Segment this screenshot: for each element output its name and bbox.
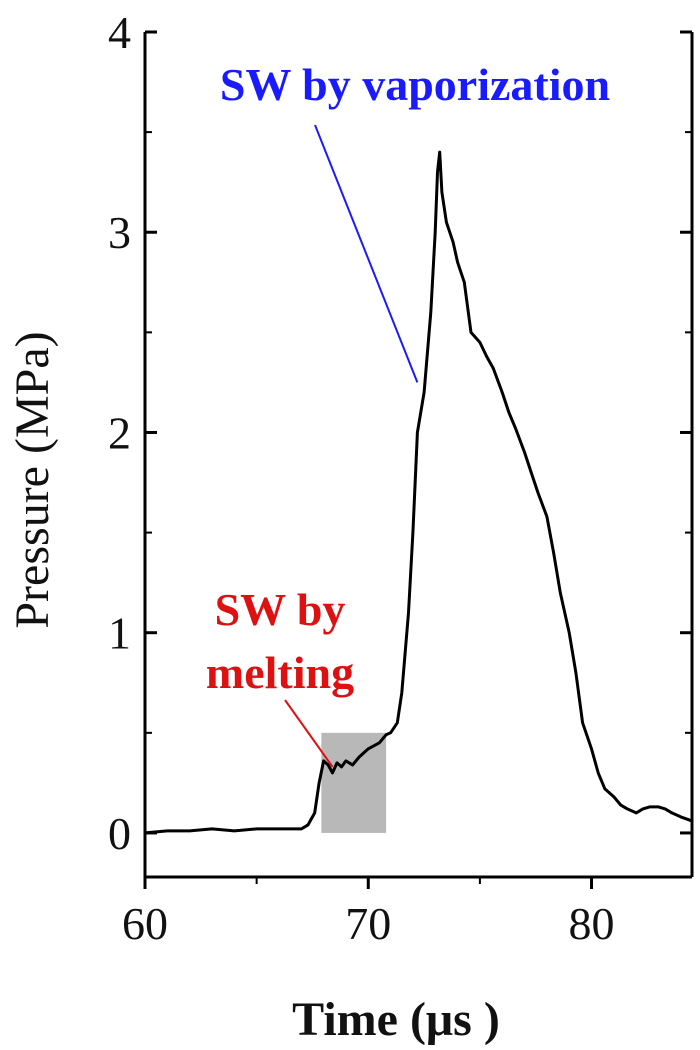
melting-pointer	[284, 699, 334, 768]
y-tick-label: 4	[108, 7, 131, 58]
y-axis-title: Pressure (MPa)	[6, 331, 59, 628]
melting-annotation-line2: melting	[206, 647, 354, 698]
x-axis-title: Time (μs )	[292, 993, 500, 1046]
x-tick-label: 70	[345, 898, 391, 949]
melting-highlight-box	[321, 732, 387, 833]
y-tick-label: 2	[108, 407, 131, 458]
y-tick-label: 3	[108, 207, 131, 258]
melting-annotation-line1: SW by	[215, 584, 346, 635]
y-tick-label: 1	[108, 608, 131, 659]
vaporization-annotation: SW by vaporization	[220, 59, 610, 110]
y-tick-label: 0	[108, 808, 131, 859]
pressure-series-line	[144, 150, 693, 835]
x-tick-label: 80	[569, 898, 615, 949]
x-tick-label: 60	[122, 898, 168, 949]
vaporization-pointer	[314, 124, 419, 383]
